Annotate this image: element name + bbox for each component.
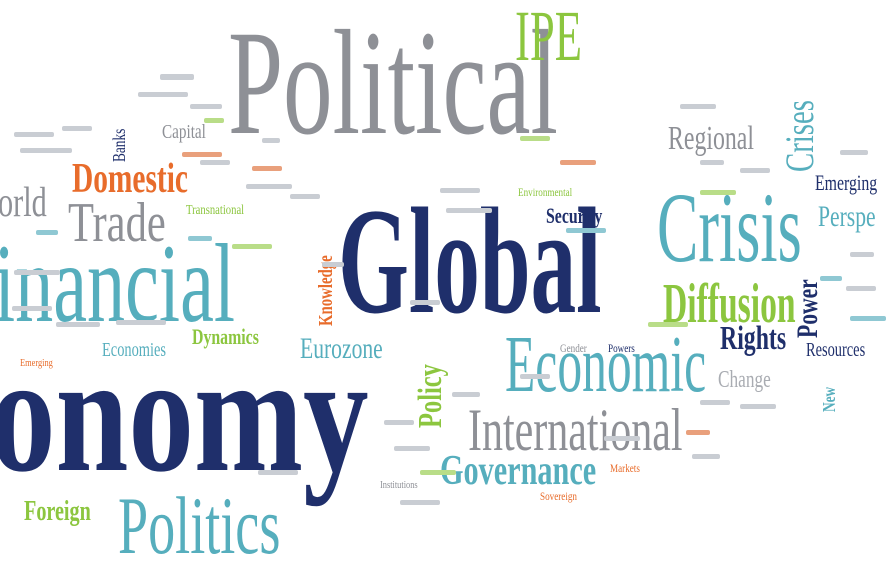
word-institutions: Institutions [380,479,418,491]
word-regional: Regional [668,120,754,157]
word-environmental: Environmental [518,185,573,199]
word-economies: Economies [102,339,166,361]
word-security: Security [546,203,603,228]
word-markets: Markets [610,461,640,475]
word-gender: Gender [560,341,587,355]
word-powers: Powers [608,341,635,355]
word-capital: Capital [162,121,206,143]
word-change: Change [718,367,771,393]
word-trade: Trade [68,192,166,254]
word-governance: Governance [440,448,597,494]
word-economy: onomy [0,321,369,507]
word-emerging-small: Emerging [20,357,53,369]
word-foreign: Foreign [24,496,91,527]
word-transnational: Transnational [186,203,245,218]
word-political: Political [228,0,558,166]
word-eurozone: Eurozone [300,332,383,365]
word-politics: Politics [118,480,281,570]
word-sovereign: Sovereign [540,489,577,503]
word-economic: Economic [505,321,707,409]
word-emerging: Emerging [815,170,878,195]
word-international: International [468,397,683,463]
word-perspectives: Perspe [818,200,876,233]
word-rights: Rights [720,320,787,357]
word-domestic: Domestic [72,156,188,202]
word-world: orld [0,180,47,226]
word-resources: Resources [806,339,866,361]
word-dynamics: Dynamics [192,324,259,349]
word-ipe: IPE [515,0,582,76]
